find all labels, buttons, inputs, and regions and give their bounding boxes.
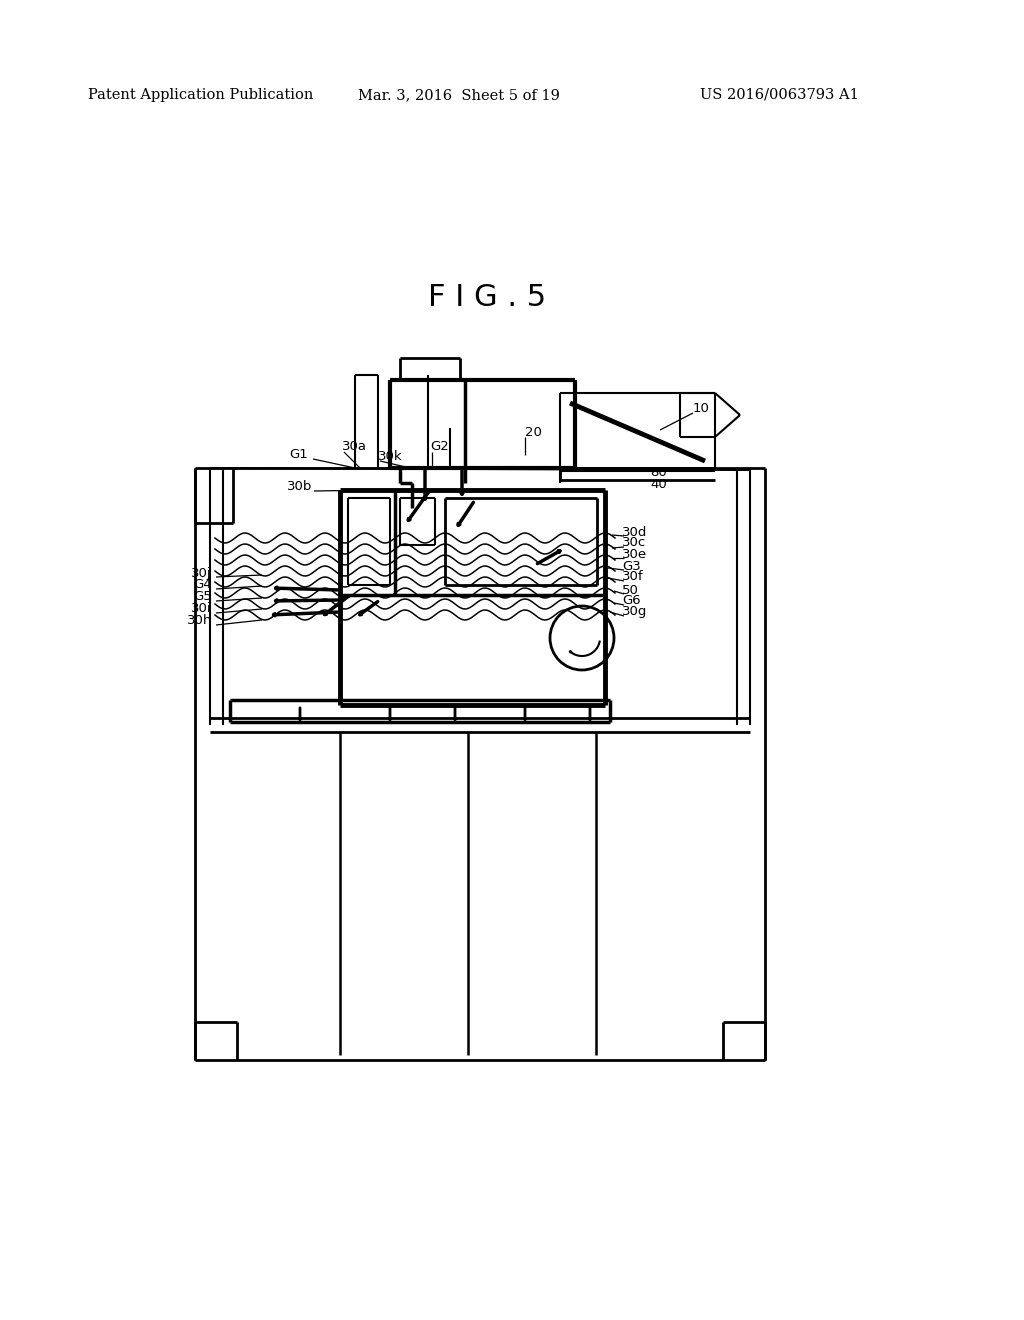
Text: US 2016/0063793 A1: US 2016/0063793 A1 — [700, 88, 859, 102]
Text: Mar. 3, 2016  Sheet 5 of 19: Mar. 3, 2016 Sheet 5 of 19 — [358, 88, 560, 102]
Text: 30c: 30c — [622, 536, 646, 549]
Text: G4: G4 — [194, 578, 212, 591]
Text: 30e: 30e — [622, 548, 647, 561]
Text: 30a: 30a — [342, 441, 367, 454]
Text: 30d: 30d — [622, 525, 647, 539]
Text: 80: 80 — [650, 466, 667, 479]
Text: G1: G1 — [289, 449, 308, 462]
Text: 30b: 30b — [287, 480, 312, 494]
Text: G5: G5 — [194, 590, 212, 603]
Text: 30g: 30g — [622, 606, 647, 619]
Text: G6: G6 — [622, 594, 641, 607]
Text: 40: 40 — [650, 479, 667, 491]
Text: Patent Application Publication: Patent Application Publication — [88, 88, 313, 102]
Text: 30h: 30h — [186, 615, 212, 627]
Text: 30i: 30i — [191, 602, 212, 615]
Text: 30j: 30j — [191, 566, 212, 579]
Text: 30k: 30k — [378, 450, 402, 462]
Text: F I G . 5: F I G . 5 — [428, 284, 546, 313]
Text: G3: G3 — [622, 560, 641, 573]
Text: 30f: 30f — [622, 570, 644, 583]
Text: G2: G2 — [430, 441, 449, 454]
Text: 20: 20 — [525, 425, 542, 438]
Text: 50: 50 — [622, 583, 639, 597]
Text: 10: 10 — [693, 401, 710, 414]
